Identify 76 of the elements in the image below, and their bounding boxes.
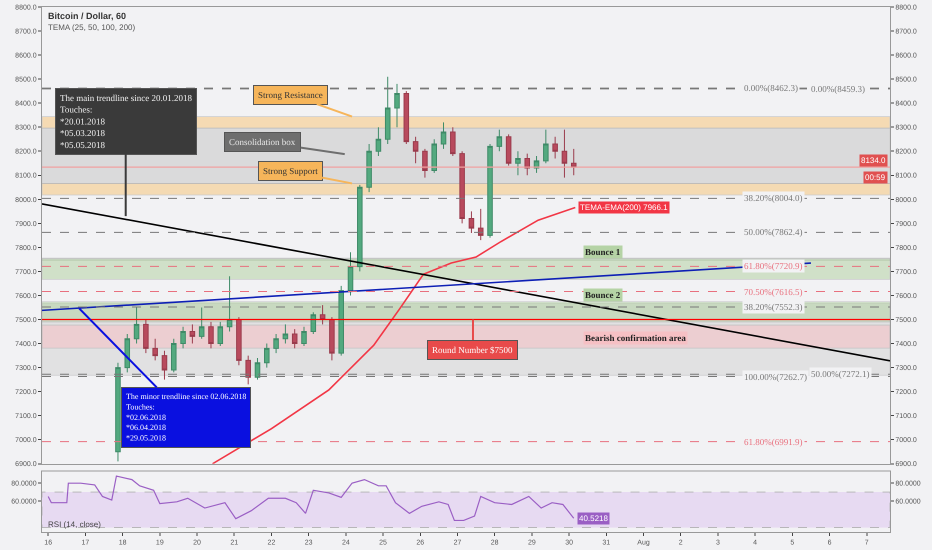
candlestick bbox=[404, 90, 410, 145]
ref-line-label: 50.00%(7272.1) bbox=[811, 369, 870, 379]
line-series bbox=[212, 206, 576, 464]
candlestick bbox=[376, 126, 382, 157]
candlestick bbox=[348, 252, 354, 296]
band-label: Bounce 1 bbox=[585, 247, 621, 257]
text: RSI (14, close) bbox=[48, 520, 102, 529]
candlestick bbox=[431, 138, 437, 174]
candlestick bbox=[245, 355, 251, 385]
annotation: Round Number $7500 bbox=[432, 345, 513, 355]
annotation: 00:59 bbox=[865, 173, 886, 182]
text: Bitcoin / Dollar, 60 bbox=[48, 11, 126, 21]
candlestick bbox=[162, 350, 168, 380]
ref-line-label: 38.20%(7552.3) bbox=[744, 302, 802, 312]
candlestick bbox=[468, 210, 474, 234]
candlestick bbox=[301, 326, 307, 346]
candlestick bbox=[292, 328, 298, 349]
candlestick bbox=[394, 83, 400, 128]
candlestick bbox=[366, 144, 372, 193]
ref-line-label: 0.00%(8459.3) bbox=[811, 84, 865, 94]
candlestick bbox=[273, 333, 279, 354]
ref-line-label: 50.00%(7862.4) bbox=[744, 227, 802, 237]
ref-line-label: 38.20%(8004.0) bbox=[744, 193, 802, 203]
annotation: The main trendline since 20.01.2018 Touches: *20.01.2018 *05.03.2018 *05.05.2018 bbox=[60, 93, 192, 150]
candlestick bbox=[440, 122, 446, 150]
candlestick bbox=[218, 321, 224, 346]
candlestick bbox=[180, 326, 186, 349]
candlestick bbox=[487, 144, 493, 238]
candlestick bbox=[552, 136, 558, 159]
annotation: Consolidation box bbox=[229, 137, 296, 147]
candlestick bbox=[236, 316, 242, 366]
candlestick bbox=[357, 184, 363, 272]
text: TEMA (25, 50, 100, 200) bbox=[48, 23, 136, 32]
candlestick bbox=[264, 343, 270, 368]
candlestick bbox=[152, 338, 158, 361]
candlestick bbox=[384, 76, 390, 145]
candlestick bbox=[124, 333, 130, 373]
ref-line-label: 100.00%(7262.7) bbox=[744, 372, 807, 382]
candlestick bbox=[506, 134, 512, 166]
annotation: Strong Support bbox=[263, 166, 318, 176]
ref-line-label: 8134.0 bbox=[861, 156, 886, 165]
candlestick bbox=[478, 208, 484, 241]
candlestick bbox=[115, 362, 121, 462]
candlestick bbox=[562, 129, 568, 178]
candlestick bbox=[459, 150, 465, 224]
candlestick bbox=[310, 312, 316, 334]
candlestick bbox=[282, 324, 288, 344]
candlestick bbox=[338, 285, 344, 356]
candlestick bbox=[198, 306, 204, 340]
candlestick bbox=[208, 321, 214, 349]
band-label: Bounce 2 bbox=[585, 290, 621, 300]
band-label: Bearish confirmation area bbox=[585, 333, 686, 343]
annotation: The minor trendline since 02.06.2018 Touches: *02.06.2018 *06.04.2018 *29.05.2018 bbox=[126, 392, 246, 443]
ref-line-label: 0.00%(8462.3) bbox=[744, 83, 798, 93]
ref-line-label: 61.80%(6991.9) bbox=[744, 437, 802, 447]
candlestick bbox=[329, 316, 335, 361]
candlestick bbox=[496, 129, 502, 152]
annotation: Strong Resistance bbox=[258, 90, 323, 100]
candlestick bbox=[226, 276, 232, 332]
candlestick bbox=[543, 129, 549, 164]
candlestick bbox=[170, 338, 177, 373]
ref-line-label: 61.80%(7720.9) bbox=[744, 261, 802, 271]
candlestick bbox=[422, 148, 428, 178]
ref-line-label: 70.50%(7616.5) bbox=[744, 287, 802, 297]
candlestick bbox=[190, 324, 196, 344]
candlestick bbox=[134, 306, 140, 344]
candlestick bbox=[450, 126, 456, 157]
data-label: 40.5218 bbox=[579, 514, 608, 523]
candlestick bbox=[570, 148, 577, 176]
candlestick bbox=[320, 304, 326, 325]
candlestick bbox=[515, 150, 521, 176]
candlestick bbox=[143, 319, 149, 354]
candlestick bbox=[412, 136, 418, 164]
line-series bbox=[48, 475, 574, 522]
text: TEMA-EMA(200) 7966.1 bbox=[580, 203, 668, 212]
candlestick bbox=[254, 357, 260, 380]
